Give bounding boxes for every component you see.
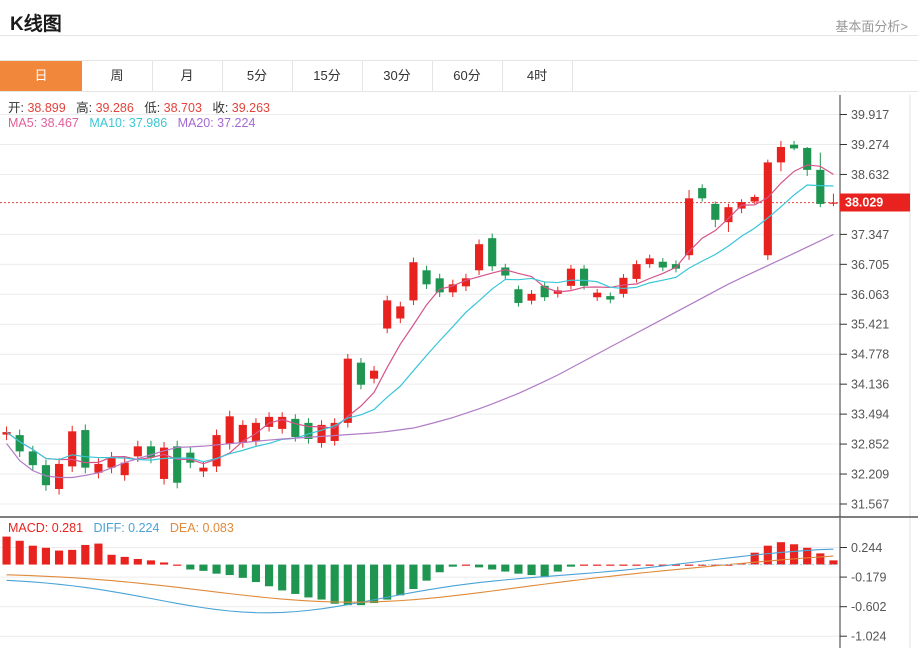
svg-text:32.852: 32.852	[851, 438, 889, 452]
svg-text:35.421: 35.421	[851, 318, 889, 332]
svg-text:34.778: 34.778	[851, 348, 889, 362]
svg-text:39.917: 39.917	[851, 108, 889, 122]
svg-text:34.136: 34.136	[851, 378, 889, 392]
svg-text:33.494: 33.494	[851, 408, 889, 422]
svg-text:31.567: 31.567	[851, 498, 889, 512]
svg-text:36.705: 36.705	[851, 258, 889, 272]
svg-text:38.632: 38.632	[851, 168, 889, 182]
svg-text:0.244: 0.244	[851, 541, 882, 555]
svg-text:39.274: 39.274	[851, 138, 889, 152]
svg-text:-0.602: -0.602	[851, 600, 886, 614]
svg-text:37.347: 37.347	[851, 228, 889, 242]
svg-text:-1.024: -1.024	[851, 630, 886, 644]
svg-text:36.063: 36.063	[851, 288, 889, 302]
svg-text:38.029: 38.029	[845, 196, 883, 210]
svg-text:-0.179: -0.179	[851, 571, 886, 585]
svg-text:32.209: 32.209	[851, 468, 889, 482]
